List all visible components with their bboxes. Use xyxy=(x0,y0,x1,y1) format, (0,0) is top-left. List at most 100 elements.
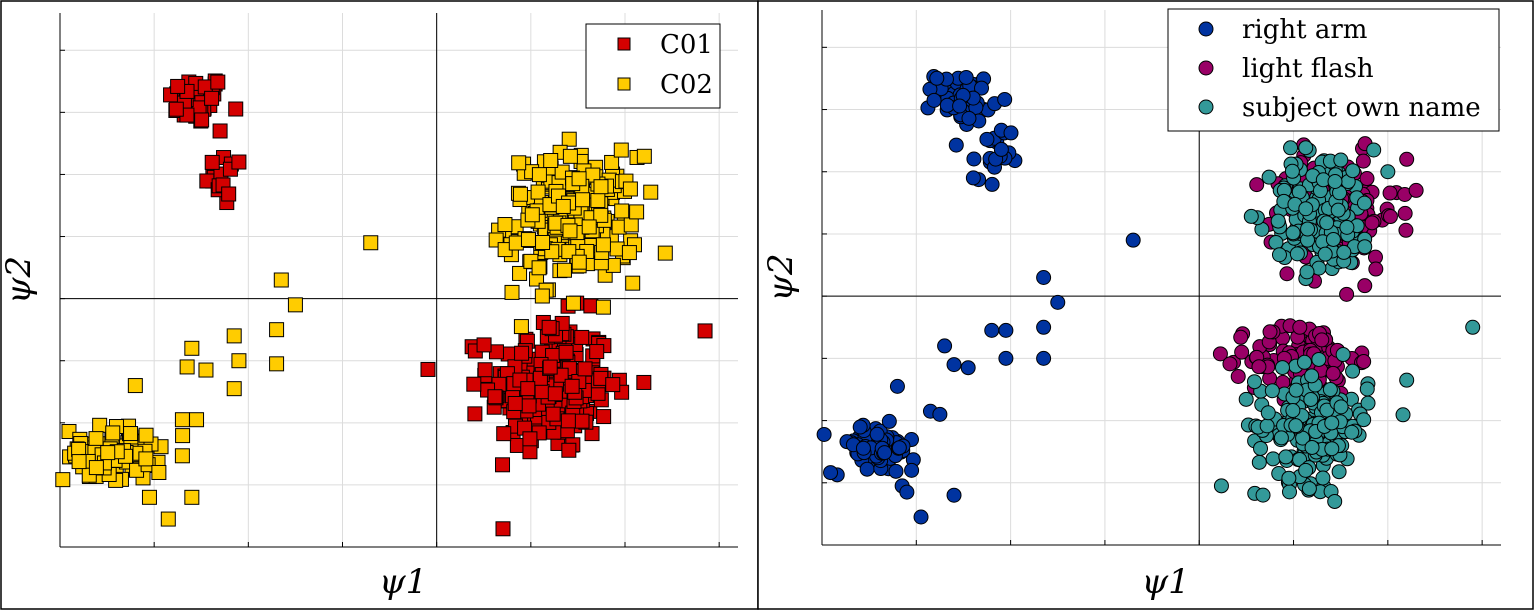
data-point xyxy=(1382,209,1398,225)
data-point xyxy=(273,272,289,288)
x-axis-label: ψ1 xyxy=(379,562,427,602)
data-point xyxy=(574,413,590,429)
data-point xyxy=(1050,294,1066,310)
data-point xyxy=(496,426,512,442)
data-point xyxy=(204,154,220,170)
data-point xyxy=(562,148,578,164)
data-point xyxy=(948,137,964,153)
data-point xyxy=(1283,140,1299,156)
data-point xyxy=(998,322,1014,338)
data-point xyxy=(512,265,528,281)
data-point xyxy=(497,217,513,233)
data-point xyxy=(1319,402,1335,418)
data-point xyxy=(184,489,200,505)
data-point xyxy=(531,167,547,183)
data-point xyxy=(605,377,621,393)
legend-marker xyxy=(1198,60,1214,76)
data-point xyxy=(1344,424,1360,440)
data-point xyxy=(558,344,574,360)
data-point xyxy=(123,426,139,442)
data-point xyxy=(1249,177,1265,193)
data-point xyxy=(1314,332,1330,348)
data-point xyxy=(466,376,482,392)
data-point xyxy=(823,465,839,481)
data-point xyxy=(891,440,907,456)
data-point xyxy=(1274,360,1290,376)
data-point xyxy=(1299,264,1315,280)
data-point xyxy=(1356,412,1372,428)
data-point xyxy=(590,385,606,401)
data-point xyxy=(565,295,581,311)
data-point xyxy=(204,90,220,106)
legend-label: C01 xyxy=(660,30,713,60)
data-point xyxy=(556,262,572,278)
data-point xyxy=(534,384,550,400)
data-point xyxy=(100,445,116,461)
data-point xyxy=(511,155,527,171)
data-point xyxy=(507,395,523,411)
data-point xyxy=(596,409,612,425)
data-point xyxy=(1319,215,1335,231)
data-point xyxy=(697,323,713,339)
data-point xyxy=(1322,382,1338,398)
data-point xyxy=(194,112,210,128)
data-point xyxy=(1355,153,1371,169)
data-point xyxy=(509,437,525,453)
legend-label: C02 xyxy=(660,70,713,100)
data-point xyxy=(946,357,962,373)
data-point xyxy=(524,207,540,223)
data-point xyxy=(1356,195,1372,211)
data-point xyxy=(562,223,578,239)
data-point xyxy=(127,378,143,394)
data-point xyxy=(105,425,121,441)
legend-label: light flash xyxy=(1242,54,1374,84)
data-point xyxy=(913,509,929,525)
data-point xyxy=(487,389,503,405)
data-point xyxy=(1003,125,1019,141)
data-point xyxy=(877,445,893,461)
data-point xyxy=(583,298,599,314)
data-point xyxy=(231,353,247,369)
data-point xyxy=(1255,487,1271,503)
data-point xyxy=(961,110,977,126)
data-point xyxy=(595,237,611,253)
data-point xyxy=(522,444,538,460)
data-point xyxy=(816,426,832,442)
data-point xyxy=(1243,208,1259,224)
data-point xyxy=(1327,493,1343,509)
data-point xyxy=(1325,231,1341,247)
data-point xyxy=(210,74,226,90)
data-point xyxy=(231,154,247,170)
data-point xyxy=(1251,454,1267,470)
data-point xyxy=(1364,215,1380,231)
data-point xyxy=(1335,347,1351,363)
data-point xyxy=(520,381,536,397)
data-point xyxy=(138,451,154,467)
data-point xyxy=(363,235,379,251)
data-point xyxy=(1330,202,1346,218)
data-point xyxy=(1261,169,1277,185)
data-point xyxy=(946,487,962,503)
data-point xyxy=(535,234,551,250)
data-point xyxy=(625,275,641,291)
data-point xyxy=(560,413,576,429)
data-point xyxy=(561,442,577,458)
data-point xyxy=(160,511,176,527)
data-point xyxy=(889,378,905,394)
data-point xyxy=(1298,462,1314,478)
data-point xyxy=(1292,319,1308,335)
data-point xyxy=(859,461,875,477)
data-point xyxy=(1036,270,1052,285)
data-point xyxy=(1398,222,1414,238)
data-point xyxy=(504,284,520,300)
data-point xyxy=(1304,368,1320,384)
data-point xyxy=(604,154,620,170)
data-point xyxy=(575,192,591,208)
data-point xyxy=(613,142,629,158)
data-point xyxy=(545,406,561,422)
data-point xyxy=(530,184,546,200)
data-point xyxy=(1234,344,1250,360)
data-point xyxy=(1339,286,1355,302)
data-point xyxy=(1333,152,1349,168)
